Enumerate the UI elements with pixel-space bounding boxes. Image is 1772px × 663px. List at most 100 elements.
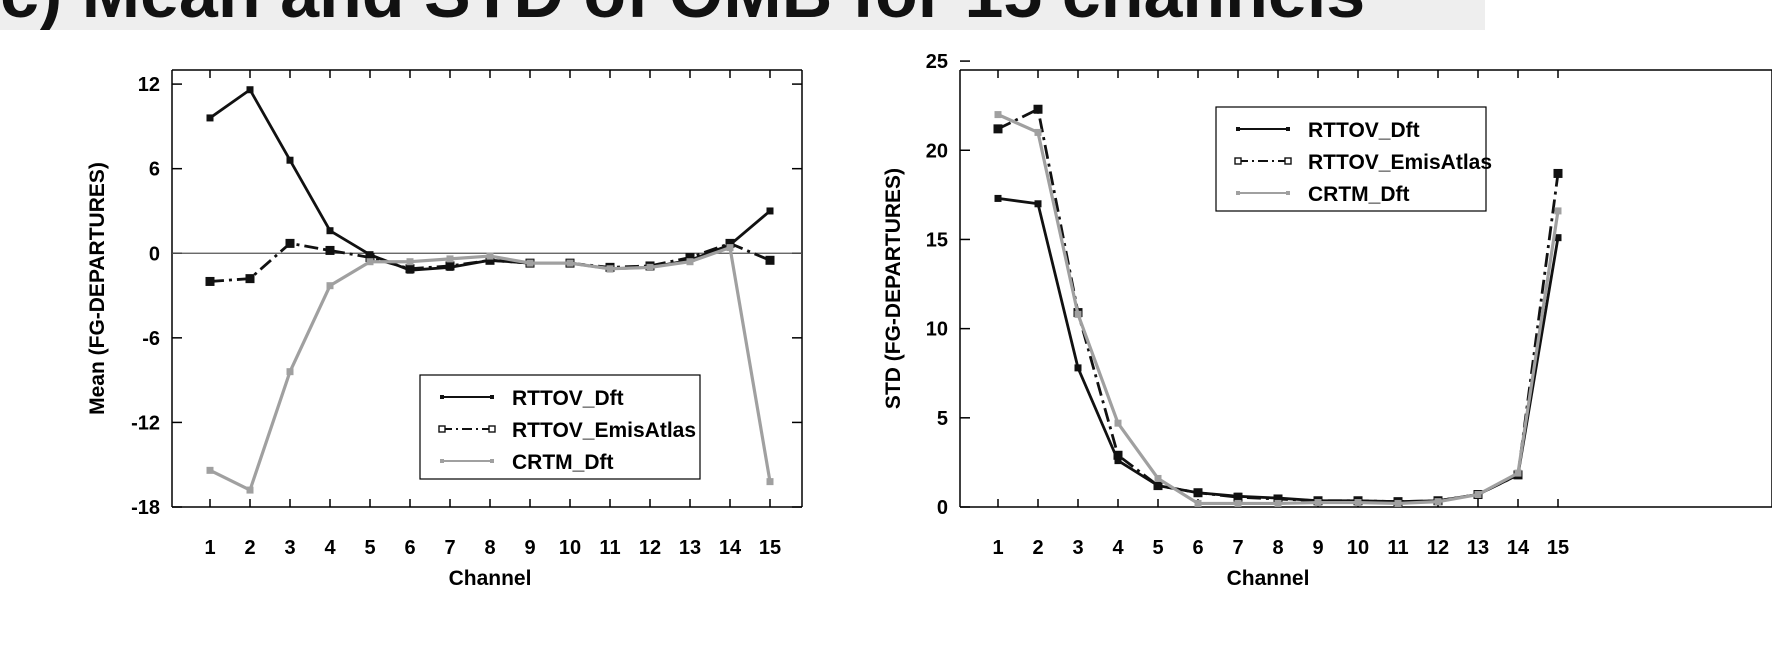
- x-tick-label: 11: [1387, 537, 1408, 559]
- x-tick-label: 1: [992, 537, 1003, 559]
- x-tick-label: 2: [1032, 537, 1043, 559]
- x-tick-label: 14: [1507, 537, 1530, 559]
- data-point-rttov-emisatlas-ch1: [993, 124, 1003, 134]
- y-tick-label: 12: [138, 74, 160, 96]
- x-tick-label: 6: [404, 537, 415, 559]
- y-tick-label: 25: [926, 51, 948, 73]
- data-point-rttov-dft-ch2: [246, 86, 254, 94]
- y-tick-label: -12: [131, 412, 160, 434]
- data-point-crtm-dft-ch11: [606, 265, 614, 273]
- data-point-crtm-dft-ch13: [686, 258, 694, 266]
- page-title: c) Mean and STD of OMB for 15 channels: [0, 0, 1365, 28]
- data-point-rttov-dft-ch4: [326, 227, 334, 235]
- data-point-rttov-dft-ch3: [286, 156, 294, 164]
- legend-label-crtm-dft: CRTM_Dft: [512, 451, 613, 474]
- data-point-rttov-emisatlas-ch2: [1033, 104, 1043, 114]
- legend-marker-rttov-emisatlas: [488, 425, 496, 433]
- legend-marker-crtm-dft: [1286, 191, 1290, 195]
- x-tick-label: 15: [1547, 537, 1569, 559]
- data-point-crtm-dft-ch10: [1354, 499, 1362, 507]
- data-point-crtm-dft-ch2: [1034, 128, 1042, 136]
- data-point-crtm-dft-ch7: [1234, 499, 1242, 507]
- y-tick-label: 0: [149, 243, 160, 265]
- y-tick-label: 0: [937, 497, 948, 519]
- data-point-crtm-dft-ch10: [566, 259, 574, 267]
- legend-label-rttov-emisatlas: RTTOV_EmisAtlas: [1308, 151, 1492, 174]
- data-point-crtm-dft-ch11: [1394, 499, 1402, 507]
- x-tick-label: 5: [1152, 537, 1163, 559]
- x-tick-label: 13: [679, 537, 701, 559]
- data-point-crtm-dft-ch9: [526, 259, 534, 267]
- legend-label-rttov-dft: RTTOV_Dft: [1308, 119, 1420, 142]
- y-axis-label: STD (FG-DEPARTURES): [882, 168, 905, 409]
- data-point-crtm-dft-ch7: [446, 255, 454, 263]
- x-tick-label: 4: [1112, 537, 1124, 559]
- data-point-rttov-emisatlas-ch2: [245, 274, 255, 284]
- x-tick-label: 3: [1072, 537, 1083, 559]
- data-point-crtm-dft-ch12: [646, 263, 654, 271]
- x-tick-label: 13: [1467, 537, 1489, 559]
- data-point-rttov-emisatlas-ch5: [1153, 481, 1163, 491]
- x-tick-label: 7: [444, 537, 455, 559]
- data-point-rttov-dft-ch3: [1074, 364, 1082, 372]
- legend-marker-crtm-dft: [440, 459, 444, 463]
- x-tick-label: 4: [324, 537, 336, 559]
- data-point-rttov-emisatlas-ch15: [765, 255, 775, 265]
- data-point-crtm-dft-ch6: [1194, 499, 1202, 507]
- data-point-rttov-dft-ch15: [766, 207, 774, 215]
- x-tick-label: 10: [559, 537, 581, 559]
- y-tick-label: 10: [926, 319, 948, 341]
- x-tick-label: 1: [204, 537, 215, 559]
- x-tick-label: 10: [1347, 537, 1369, 559]
- data-point-crtm-dft-ch9: [1314, 499, 1322, 507]
- data-point-rttov-emisatlas-ch1: [205, 276, 215, 286]
- legend-label-crtm-dft: CRTM_Dft: [1308, 183, 1409, 206]
- data-point-crtm-dft-ch8: [1274, 499, 1282, 507]
- data-point-rttov-emisatlas-ch3: [285, 238, 295, 248]
- x-tick-label: 12: [639, 537, 661, 559]
- x-tick-label: 9: [1312, 537, 1323, 559]
- y-tick-label: 6: [149, 159, 160, 181]
- data-point-rttov-dft-ch15: [1554, 234, 1562, 242]
- data-point-rttov-dft-ch1: [206, 114, 214, 122]
- x-axis-label: Channel: [1227, 567, 1310, 590]
- legend-marker-rttov-dft: [1236, 127, 1240, 131]
- x-tick-label: 6: [1192, 537, 1203, 559]
- legend: RTTOV_Dft RTTOV_EmisAtlas CRTM_Dft: [419, 374, 701, 480]
- series-crtm-dft: [994, 111, 1562, 507]
- legend-marker-rttov-emisatlas: [438, 425, 446, 433]
- data-point-rttov-emisatlas-ch4: [1113, 450, 1123, 460]
- data-point-crtm-dft-ch5: [366, 258, 374, 266]
- x-tick-label: 2: [244, 537, 255, 559]
- x-tick-label: 14: [719, 537, 742, 559]
- x-tick-label: 8: [1272, 537, 1283, 559]
- data-point-crtm-dft-ch12: [1434, 498, 1442, 506]
- data-point-rttov-emisatlas-ch15: [1553, 168, 1563, 178]
- y-tick-label: -18: [131, 497, 160, 519]
- data-point-crtm-dft-ch8: [486, 252, 494, 260]
- data-point-crtm-dft-ch4: [1114, 419, 1122, 427]
- data-point-crtm-dft-ch15: [1554, 207, 1562, 215]
- x-tick-label: 3: [284, 537, 295, 559]
- std-chart: 1 2 3 4 5 6 7 8 9 10 11 12 13 14 150510152025ChannelST…: [882, 51, 1772, 590]
- data-point-crtm-dft-ch14: [726, 244, 734, 252]
- title-band: c) Mean and STD of OMB for 15 channels: [0, 0, 1485, 30]
- x-tick-label: 12: [1427, 537, 1449, 559]
- legend-marker-rttov-emisatlas: [1234, 157, 1242, 165]
- y-tick-label: 20: [926, 140, 948, 162]
- legend-marker-rttov-dft: [440, 395, 444, 399]
- data-point-crtm-dft-ch15: [766, 478, 774, 486]
- legend-marker-rttov-dft: [490, 395, 494, 399]
- data-point-crtm-dft-ch3: [1074, 310, 1082, 318]
- legend: RTTOV_Dft RTTOV_EmisAtlas CRTM_Dft: [1215, 106, 1492, 212]
- data-point-crtm-dft-ch5: [1154, 474, 1162, 482]
- x-tick-label: 7: [1232, 537, 1243, 559]
- legend-marker-rttov-dft: [1286, 127, 1290, 131]
- x-tick-label: 15: [759, 537, 781, 559]
- data-point-crtm-dft-ch6: [406, 258, 414, 266]
- data-point-rttov-dft-ch2: [1034, 200, 1042, 208]
- legend-marker-crtm-dft: [490, 459, 494, 463]
- mean-chart: 1 2 3 4 5 6 7 8 9 10 11 12 13 14 15-18-12-60612Channel…: [86, 69, 803, 590]
- x-tick-label: 9: [524, 537, 535, 559]
